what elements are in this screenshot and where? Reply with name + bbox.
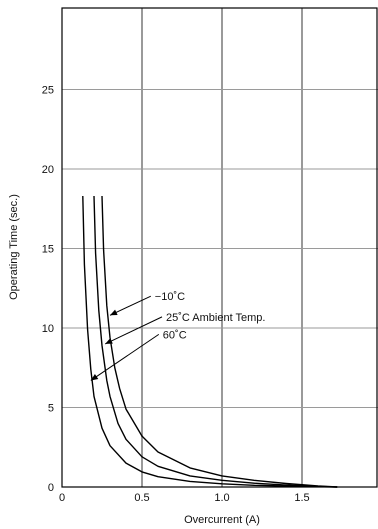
- annotations-group: −10˚C 25˚C Ambient Temp. 60˚C: [90, 291, 265, 381]
- series-line-10-c: [101, 195, 338, 488]
- x-tick-label: 0: [59, 492, 65, 504]
- x-tick-label: 1.5: [294, 492, 309, 504]
- x-tick-labels: 0 0.5 1.0 1.5: [59, 492, 310, 504]
- plot-frame: [61, 7, 378, 488]
- annotation-leader: [109, 295, 152, 316]
- annotation-arrowhead: [110, 309, 118, 316]
- x-tick-label: 0.5: [134, 492, 149, 504]
- annotation-arrowhead: [105, 338, 113, 344]
- y-tick-label: 25: [42, 85, 54, 97]
- y-tick-labels: 0 5 10 15 20 25: [42, 85, 54, 495]
- annotation-leader: [104, 316, 163, 345]
- y-tick-label: 10: [42, 323, 54, 335]
- series-group: [82, 195, 338, 488]
- annotation-leader: [90, 333, 160, 381]
- series-line-25-c-ambient-temp: [93, 195, 338, 488]
- y-tick-label: 15: [42, 244, 54, 256]
- series-line-60-c: [82, 195, 338, 488]
- annotation-arrowhead: [90, 374, 99, 381]
- annotation-label: −10˚C: [155, 291, 185, 303]
- y-tick-label: 20: [42, 164, 54, 176]
- annotation-label: 60˚C: [163, 329, 187, 341]
- annotation-label: 25˚C Ambient Temp.: [166, 312, 265, 324]
- y-axis-label: Operating Time (sec.): [8, 194, 20, 300]
- y-tick-label: 5: [48, 403, 54, 415]
- x-axis-label: Overcurrent (A): [184, 514, 260, 526]
- x-tick-label: 1.0: [214, 492, 229, 504]
- grid: [62, 8, 378, 487]
- y-tick-label: 0: [48, 482, 54, 494]
